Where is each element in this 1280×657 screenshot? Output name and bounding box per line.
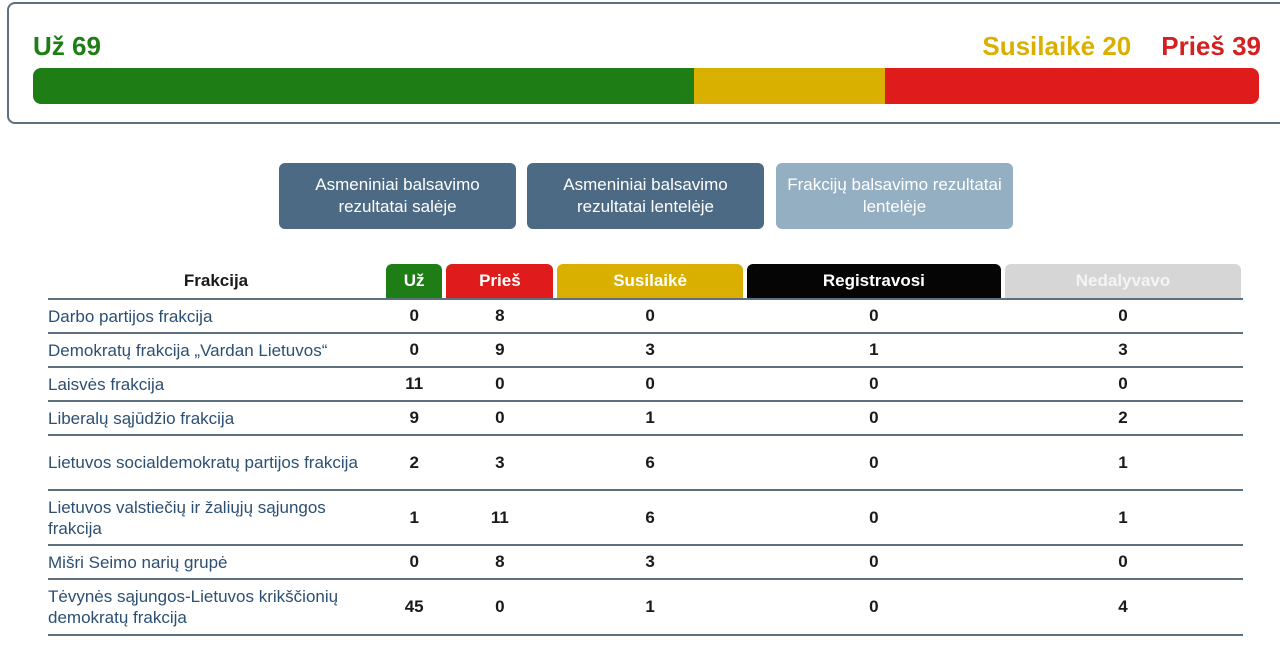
faction-name: Mišri Seimo narių grupė xyxy=(48,546,384,580)
count-for: 2 xyxy=(384,436,445,491)
count-absent: 2 xyxy=(1003,402,1243,436)
header-absent: Nedalyvavo xyxy=(1005,264,1241,298)
count-against: 0 xyxy=(444,402,556,436)
faction-name: Tėvynės sąjungos-Lietuvos krikščionių de… xyxy=(48,580,384,636)
table-row: Demokratų frakcija „Vardan Lietuvos“ 0 9 3 1… xyxy=(48,334,1243,368)
personal-results-hall-button[interactable]: Asmeniniai balsavimo rezultatai salėje xyxy=(279,163,516,229)
faction-name: Darbo partijos frakcija xyxy=(48,300,384,334)
table-row: Tėvynės sąjungos-Lietuvos krikščionių de… xyxy=(48,580,1243,636)
vote-summary-panel: Už 69 Susilaikė 20 Prieš 39 xyxy=(7,2,1280,124)
count-for: 0 xyxy=(384,300,445,334)
count-registered: 0 xyxy=(744,580,1004,636)
table-row: Laisvės frakcija 11 0 0 0 0 xyxy=(48,368,1243,402)
header-registered-cell: Registravosi xyxy=(744,264,1004,300)
count-abstain: 0 xyxy=(555,368,745,402)
count-against: 3 xyxy=(444,436,556,491)
count-against: 8 xyxy=(444,300,556,334)
header-abstain: Susilaikė xyxy=(557,264,743,298)
count-registered: 0 xyxy=(744,402,1004,436)
count-registered: 0 xyxy=(744,491,1004,546)
count-against: 0 xyxy=(444,580,556,636)
vote-distribution-bar xyxy=(33,68,1259,104)
against-total: Prieš 39 xyxy=(1161,31,1261,61)
count-for: 0 xyxy=(384,546,445,580)
abstain-total: Susilaikė 20 xyxy=(982,31,1132,61)
personal-results-table-button[interactable]: Asmeniniai balsavimo rezultatai lentelėj… xyxy=(527,163,764,229)
count-abstain: 0 xyxy=(555,300,745,334)
count-for: 1 xyxy=(384,491,445,546)
table-row: Darbo partijos frakcija 0 8 0 0 0 xyxy=(48,300,1243,334)
count-absent: 1 xyxy=(1003,436,1243,491)
count-absent: 0 xyxy=(1003,300,1243,334)
count-absent: 3 xyxy=(1003,334,1243,368)
count-registered: 0 xyxy=(744,368,1004,402)
count-absent: 0 xyxy=(1003,368,1243,402)
faction-name: Liberalų sąjūdžio frakcija xyxy=(48,402,384,436)
vote-bar-for-segment xyxy=(33,68,694,104)
table-row: Lietuvos valstiečių ir žaliųjų sąjungos … xyxy=(48,491,1243,546)
other-totals: Susilaikė 20 Prieš 39 xyxy=(982,30,1261,62)
count-registered: 0 xyxy=(744,546,1004,580)
count-abstain: 6 xyxy=(555,436,745,491)
header-abstain-cell: Susilaikė xyxy=(555,264,745,300)
count-for: 0 xyxy=(384,334,445,368)
table-row: Lietuvos socialdemokratų partijos frakci… xyxy=(48,436,1243,491)
faction-name: Demokratų frakcija „Vardan Lietuvos“ xyxy=(48,334,384,368)
header-against: Prieš xyxy=(446,264,554,298)
table-header-row: Frakcija Už Prieš Susilaikė Registravosi… xyxy=(48,264,1243,300)
count-absent: 0 xyxy=(1003,546,1243,580)
table-row: Mišri Seimo narių grupė 0 8 3 0 0 xyxy=(48,546,1243,580)
count-abstain: 3 xyxy=(555,546,745,580)
faction-name: Lietuvos socialdemokratų partijos frakci… xyxy=(48,436,384,491)
count-absent: 4 xyxy=(1003,580,1243,636)
count-against: 8 xyxy=(444,546,556,580)
count-against: 0 xyxy=(444,368,556,402)
header-registered: Registravosi xyxy=(746,264,1002,298)
count-registered: 0 xyxy=(744,300,1004,334)
vote-bar-against-segment xyxy=(885,68,1259,104)
count-abstain: 1 xyxy=(555,580,745,636)
count-absent: 1 xyxy=(1003,491,1243,546)
header-against-cell: Prieš xyxy=(444,264,556,300)
count-against: 9 xyxy=(444,334,556,368)
faction-name: Lietuvos valstiečių ir žaliųjų sąjungos … xyxy=(48,491,384,546)
header-absent-cell: Nedalyvavo xyxy=(1003,264,1243,300)
header-faction: Frakcija xyxy=(48,264,384,300)
faction-results-table: Frakcija Už Prieš Susilaikė Registravosi… xyxy=(48,264,1243,636)
count-for: 9 xyxy=(384,402,445,436)
count-against: 11 xyxy=(444,491,556,546)
count-abstain: 6 xyxy=(555,491,745,546)
faction-results-table-button[interactable]: Frakcijų balsavimo rezultatai lentelėje xyxy=(776,163,1013,229)
faction-name: Laisvės frakcija xyxy=(48,368,384,402)
count-abstain: 1 xyxy=(555,402,745,436)
count-for: 11 xyxy=(384,368,445,402)
count-registered: 1 xyxy=(744,334,1004,368)
count-abstain: 3 xyxy=(555,334,745,368)
count-for: 45 xyxy=(384,580,445,636)
table-row: Liberalų sąjūdžio frakcija 9 0 1 0 2 xyxy=(48,402,1243,436)
vote-bar-abstain-segment xyxy=(693,68,886,104)
count-registered: 0 xyxy=(744,436,1004,491)
header-for-cell: Už xyxy=(384,264,445,300)
header-for: Už xyxy=(386,264,443,298)
for-total: Už 69 xyxy=(33,31,101,61)
